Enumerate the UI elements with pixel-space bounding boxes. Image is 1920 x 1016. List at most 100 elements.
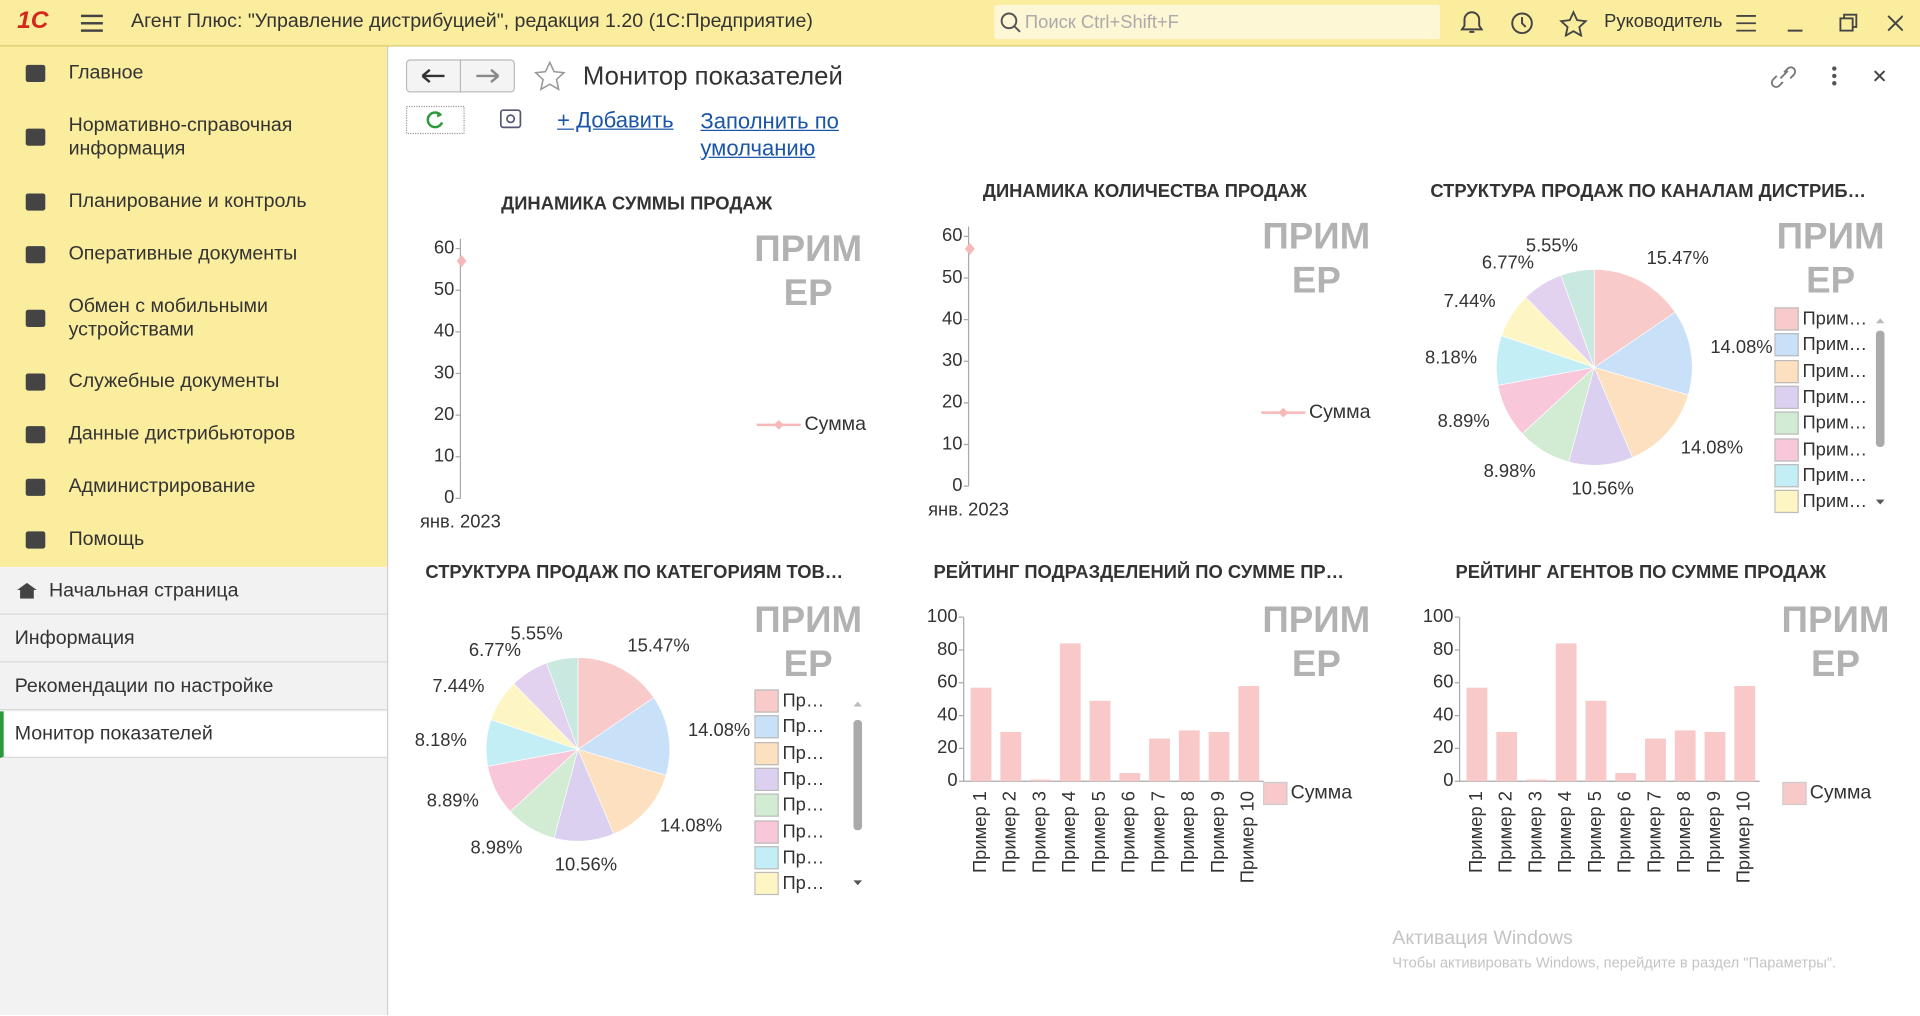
bar xyxy=(1585,700,1607,782)
section-icon xyxy=(25,246,46,264)
legend-label: Пример 4 xyxy=(1802,386,1872,408)
chart: СТРУКТУРА ПРОДАЖ ПО КАТЕГОРИЯМ ТОВ… 15.47… xyxy=(415,561,863,886)
legend-label: Пример 5 xyxy=(782,795,832,816)
y-tick-label: 40 xyxy=(434,320,454,341)
x-tick-label: Пример 4 xyxy=(1058,791,1079,873)
legend-item: Пример 7 xyxy=(754,845,833,871)
open-page-tab[interactable]: Начальная страница xyxy=(0,568,387,615)
scroll-up xyxy=(853,701,863,707)
legend-item: Пример 4 xyxy=(754,766,833,792)
bar xyxy=(1238,686,1260,782)
form-title: Монитор показателей xyxy=(582,62,843,91)
add-link[interactable]: + Добавить xyxy=(557,107,674,133)
x-tick-label: Пример 3 xyxy=(1028,791,1049,873)
y-tick-label: 60 xyxy=(937,671,957,692)
bar xyxy=(1674,730,1696,782)
chart-panel: РЕЙТИНГ АГЕНТОВ ПО СУММЕ ПРОДАЖ 0 20 40 60 80… xyxy=(1408,557,1898,924)
legend-swatch xyxy=(754,715,779,739)
data-label: 8.98% xyxy=(1484,460,1536,481)
x-tick-label: янв. 2023 xyxy=(420,511,501,532)
legend-item: Пример 8 xyxy=(754,871,833,897)
open-page-tab[interactable]: Информация xyxy=(0,616,387,663)
chart-panel: СТРУКТУРА ПРОДАЖ ПО КАНАЛАМ ДИСТРИБ… 15.4… xyxy=(1408,171,1898,538)
x-tick-label: Пример 2 xyxy=(1495,791,1516,873)
form-actions[interactable] xyxy=(1766,61,1901,90)
section-icon xyxy=(25,309,46,327)
bar xyxy=(1178,730,1200,782)
legend-swatch xyxy=(1774,385,1799,410)
legend-label: Пример 1 xyxy=(782,690,832,712)
section-item[interactable]: Администрирование xyxy=(68,476,256,498)
legend-label: Пример 6 xyxy=(1802,439,1872,460)
scroll-up xyxy=(1875,318,1885,324)
y-tick-label: 0 xyxy=(444,486,454,507)
section-item[interactable]: Главное xyxy=(68,62,144,84)
y-tick-label: 50 xyxy=(434,278,454,299)
legend-label: Сумма xyxy=(1309,401,1371,423)
toolbar-buttons[interactable] xyxy=(405,105,540,137)
app-title: Агент Плюс: "Управление дистрибуцией", р… xyxy=(131,11,813,32)
x-tick-label: Пример 8 xyxy=(1177,791,1198,873)
legend-item: Пример 2 xyxy=(1774,332,1872,358)
data-label: 15.47% xyxy=(627,634,689,655)
legend-item: Пример 6 xyxy=(754,819,833,845)
legend-swatch xyxy=(754,819,779,844)
fill-default-link[interactable]: Заполнить по умолчанию xyxy=(700,108,839,161)
legend-swatch xyxy=(1774,463,1799,488)
x-tick-label: Пример 3 xyxy=(1524,791,1545,873)
bar xyxy=(1059,643,1081,782)
section-item[interactable]: Планирование и контроль xyxy=(68,191,307,212)
watermark: ПРИМЕР xyxy=(1781,600,1890,685)
y-tick-label: 60 xyxy=(942,224,962,245)
legend-swatch xyxy=(1774,411,1799,436)
y-tick-label: 0 xyxy=(1443,769,1453,790)
data-label: 7.44% xyxy=(432,675,484,696)
search-box[interactable]: Поиск Ctrl+Shift+F xyxy=(994,4,1441,40)
y-tick-label: 60 xyxy=(434,236,454,257)
section-item[interactable]: Помощь xyxy=(68,528,145,550)
data-label: 6.77% xyxy=(1482,252,1534,273)
x-tick-label: Пример 6 xyxy=(1614,791,1635,873)
data-label: 5.55% xyxy=(1526,235,1578,256)
section-item[interactable]: Обмен с мобильными устройствами xyxy=(68,296,268,341)
y-tick-label: 30 xyxy=(942,349,962,370)
legend: Пример 1 Пример 2 Пример 3 Пример 4 Пример 5… xyxy=(1774,306,1872,515)
legend-item: Пример 8 xyxy=(1774,489,1872,515)
bar xyxy=(1089,700,1111,782)
open-page-tab[interactable]: Монитор показателей xyxy=(0,711,387,758)
search-placeholder: Поиск Ctrl+Shift+F xyxy=(1024,12,1179,34)
user-name[interactable]: Руководитель xyxy=(1604,11,1723,32)
menu-button[interactable] xyxy=(80,12,105,34)
bar xyxy=(1734,686,1756,782)
section-item[interactable]: Служебные документы xyxy=(68,371,280,392)
data-label: 15.47% xyxy=(1647,247,1709,268)
legend-swatch xyxy=(1263,781,1288,806)
section-icon xyxy=(25,128,46,146)
bar xyxy=(1466,687,1488,782)
y-tick-label: 20 xyxy=(1433,736,1453,757)
y-tick-label: 0 xyxy=(947,769,957,790)
window-controls[interactable] xyxy=(1731,10,1903,37)
legend-label: Пример 8 xyxy=(1802,491,1872,513)
y-tick-label: 40 xyxy=(937,703,957,724)
chart-title: ДИНАМИКА СУММЫ ПРОДАЖ xyxy=(501,192,773,213)
legend-label: Пример 2 xyxy=(1802,334,1872,356)
section-item[interactable]: Оперативные документы xyxy=(68,243,298,265)
x-tick-label: Пример 5 xyxy=(1584,791,1605,873)
data-label: 8.89% xyxy=(1438,410,1490,431)
section-item[interactable]: Данные дистрибьюторов xyxy=(68,423,296,445)
legend: Пример 1 Пример 2 Пример 3 Пример 4 Пример 5… xyxy=(754,688,833,897)
header-icons[interactable] xyxy=(1457,10,1592,37)
data-label: 10.56% xyxy=(555,853,617,874)
legend-label: Пример 3 xyxy=(782,742,832,764)
chart-panel: СТРУКТУРА ПРОДАЖ ПО КАТЕГОРИЯМ ТОВ… 15.47… xyxy=(404,557,894,924)
open-page-tab[interactable]: Рекомендации по настройке xyxy=(0,664,387,711)
y-tick-label: 80 xyxy=(1433,638,1453,659)
x-tick-label: Пример 1 xyxy=(1465,791,1486,873)
y-tick-label: 20 xyxy=(937,736,957,757)
x-tick-label: Пример 1 xyxy=(969,791,990,873)
legend-item: Пример 1 xyxy=(754,688,833,714)
nav-buttons[interactable] xyxy=(405,59,601,98)
section-item[interactable]: Нормативно-справочная информация xyxy=(68,115,293,160)
y-tick-label: 40 xyxy=(942,307,962,328)
